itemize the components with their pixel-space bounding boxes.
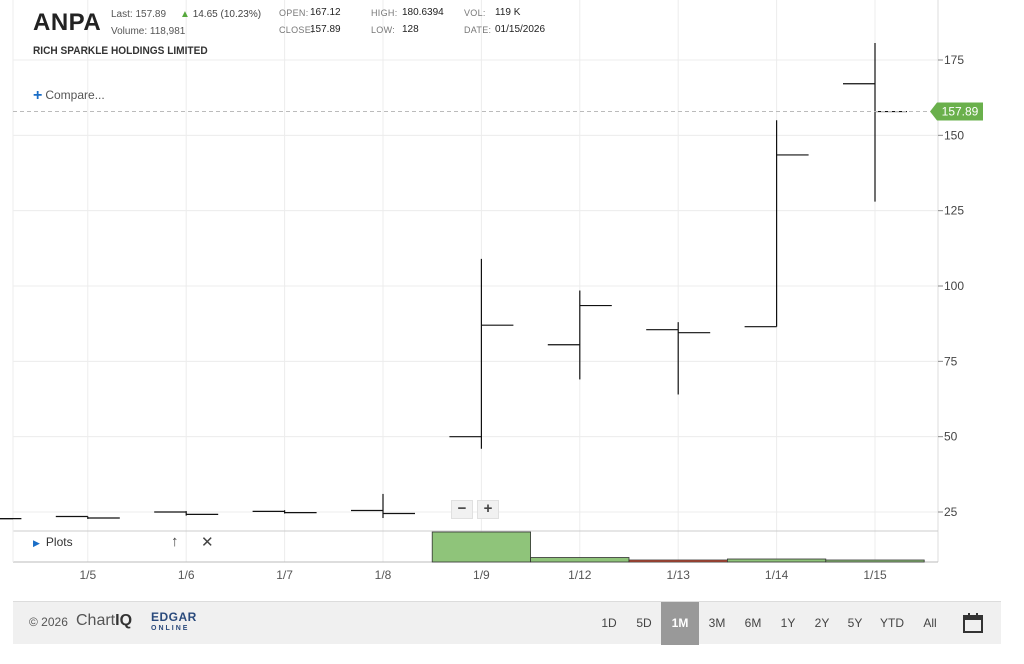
y-tick-label: 175 (944, 53, 964, 67)
x-tick-label: 1/6 (178, 568, 195, 582)
last-price-label: 157.89 (942, 105, 979, 119)
copyright-text: © 2026 (29, 615, 68, 629)
last-value: 157.89 (135, 9, 167, 20)
chartiq-bold-text: IQ (115, 612, 133, 629)
range-button-ytd[interactable]: YTD (880, 616, 904, 630)
plus-icon: + (33, 87, 43, 104)
open-label: OPEN: (279, 8, 309, 18)
x-tick-label: 1/8 (375, 568, 392, 582)
high-label: HIGH: (371, 8, 398, 18)
x-tick-label: 1/9 (473, 568, 490, 582)
range-button-all[interactable]: All (923, 616, 937, 630)
symbol-title: ANPA (33, 9, 102, 36)
range-button-5y[interactable]: 5Y (847, 616, 863, 630)
range-button-6m[interactable]: 6M (744, 616, 762, 630)
calendar-icon[interactable] (962, 612, 984, 634)
x-tick-label: 1/12 (568, 568, 592, 582)
volume-text: Volume: 118,981 (111, 26, 185, 37)
range-button-1m[interactable]: 1M (661, 602, 699, 645)
y-tick-label: 150 (944, 128, 964, 142)
close-label: CLOSE: (279, 25, 314, 35)
zoom-out-button[interactable]: − (451, 500, 473, 519)
up-arrow-icon: ▲ (180, 9, 190, 20)
arrow-up-icon[interactable]: ↑ (171, 533, 179, 550)
last-label: Last: (111, 9, 133, 20)
volume-value: 118,981 (149, 26, 186, 37)
range-button-3m[interactable]: 3M (708, 616, 726, 630)
edgar-online-text: ONLINE (151, 625, 190, 632)
y-tick-label: 100 (944, 279, 964, 293)
low-value: 128 (402, 24, 419, 35)
open-value: 167.12 (310, 7, 341, 18)
range-button-5d[interactable]: 5D (636, 616, 652, 630)
x-tick-label: 1/7 (276, 568, 293, 582)
close-icon[interactable]: ✕ (201, 534, 214, 551)
edgar-online-logo[interactable]: EDGAR ONLINE (151, 610, 197, 634)
zoom-in-button[interactable]: + (477, 500, 499, 519)
x-tick-label: 1/13 (667, 568, 691, 582)
chartiq-text: Chart (76, 612, 116, 629)
plots-label: Plots (45, 535, 73, 549)
close-value: 157.89 (310, 24, 341, 35)
volume-bar (825, 559, 925, 563)
x-tick-label: 1/5 (79, 568, 96, 582)
change-value: 14.65 (10.23%) (192, 9, 262, 20)
volume-bar (530, 557, 630, 563)
low-label: LOW: (371, 25, 396, 35)
footer-bar: © 2026 ChartIQ EDGAR ONLINE 1D 5D 1M 3M 6M 1Y 2… (13, 601, 1001, 645)
chartiq-logo[interactable]: ChartIQ (76, 612, 132, 630)
volume-bar (431, 531, 532, 563)
vol-label: VOL: (464, 8, 486, 18)
compare-label: Compare... (45, 88, 105, 102)
range-button-1y[interactable]: 1Y (780, 616, 796, 630)
date-label: DATE: (464, 25, 492, 35)
plots-toggle[interactable]: ▶ Plots (33, 535, 73, 549)
y-tick-label: 25 (944, 505, 958, 519)
range-button-1d[interactable]: 1D (601, 616, 617, 630)
y-tick-label: 50 (944, 430, 958, 444)
change-text: ▲ 14.65 (10.23%) (180, 9, 261, 20)
volume-label: Volume: (111, 26, 148, 37)
date-value: 01/15/2026 (495, 24, 546, 35)
triangle-right-icon: ▶ (33, 538, 40, 548)
company-name: RICH SPARKLE HOLDINGS LIMITED (33, 45, 208, 57)
compare-button[interactable]: + Compare... (33, 87, 105, 105)
price-chart[interactable]: 25 50 75 100 125 150 175 1/5 1/6 1/7 1/8 1/9 1/12 1/1… (0, 0, 1024, 600)
volume-bar (628, 559, 728, 563)
x-tick-label: 1/14 (765, 568, 789, 582)
y-tick-label: 75 (944, 354, 958, 368)
x-tick-label: 1/15 (863, 568, 887, 582)
last-price-tag (930, 102, 983, 121)
y-tick-label: 125 (944, 204, 964, 218)
high-value: 180.6394 (402, 7, 444, 18)
range-button-2y[interactable]: 2Y (814, 616, 830, 630)
volume-bar (727, 558, 827, 563)
edgar-text: EDGAR (151, 610, 197, 624)
vol-value: 119 K (495, 7, 521, 18)
last-price-text: Last: 157.89 (111, 9, 166, 20)
